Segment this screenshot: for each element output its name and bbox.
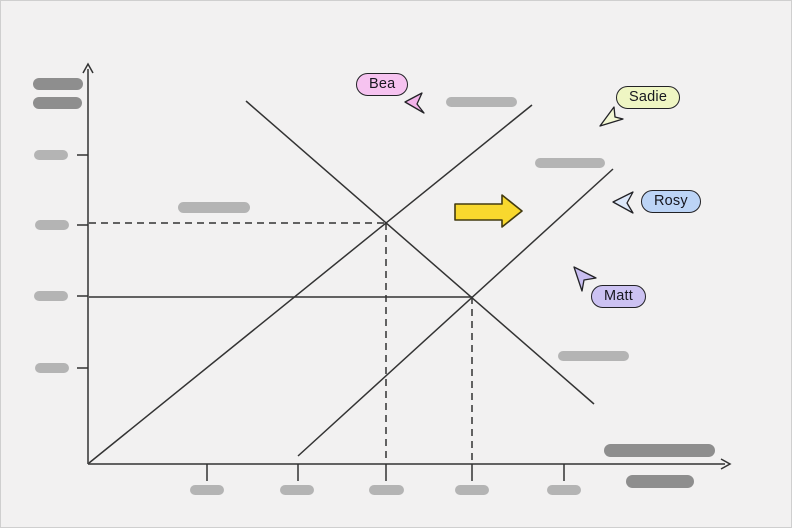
annotation-bar-lower-right[interactable] bbox=[558, 351, 629, 361]
collaborator-tag-matt: Matt bbox=[591, 285, 646, 308]
x-axis-label-bar-upper[interactable] bbox=[604, 444, 715, 457]
y-axis-arrowhead bbox=[82, 62, 94, 74]
supply-shift-arrow[interactable] bbox=[454, 194, 523, 228]
collaborator-tag-bea: Bea bbox=[356, 73, 409, 96]
x-tick-label-bar-3[interactable] bbox=[369, 485, 404, 495]
x-axis-arrowhead bbox=[720, 458, 732, 470]
collaborator-name-matt: Matt bbox=[604, 288, 633, 304]
collaborator-tag-rosy: Rosy bbox=[641, 190, 701, 213]
x-tick-label-bar-2[interactable] bbox=[280, 485, 314, 495]
x-axis-label-bar-lower[interactable] bbox=[626, 475, 694, 488]
collaborator-name-rosy: Rosy bbox=[654, 193, 688, 209]
annotation-bar-top[interactable] bbox=[446, 97, 517, 107]
x-tick-label-bar-1[interactable] bbox=[190, 485, 224, 495]
annotation-bar-middle[interactable] bbox=[535, 158, 605, 168]
cursor-icon-bea bbox=[404, 92, 425, 114]
cursor-icon-sadie bbox=[599, 106, 624, 127]
y-tick-label-bar-4[interactable] bbox=[35, 363, 69, 373]
collaborator-name-sadie: Sadie bbox=[629, 89, 668, 105]
y-tick-label-bar-1[interactable] bbox=[34, 150, 68, 160]
y-tick-label-bar-2[interactable] bbox=[35, 220, 69, 230]
y-tick-label-bar-3[interactable] bbox=[34, 291, 68, 301]
demand-curve[interactable] bbox=[245, 100, 595, 405]
cursor-icon-matt bbox=[573, 266, 597, 292]
title-placeholder-bar-2[interactable] bbox=[33, 97, 82, 109]
title-placeholder-bar-1[interactable] bbox=[33, 78, 83, 90]
supply-curve-original[interactable] bbox=[88, 104, 533, 464]
collaborator-tag-sadie: Sadie bbox=[616, 86, 681, 109]
x-tick-label-bar-5[interactable] bbox=[547, 485, 581, 495]
supply-curve-shifted[interactable] bbox=[297, 168, 614, 457]
collaborator-name-bea: Bea bbox=[369, 76, 396, 92]
annotation-bar-left[interactable] bbox=[178, 202, 250, 213]
cursor-icon-rosy bbox=[612, 191, 634, 214]
x-tick-label-bar-4[interactable] bbox=[455, 485, 489, 495]
